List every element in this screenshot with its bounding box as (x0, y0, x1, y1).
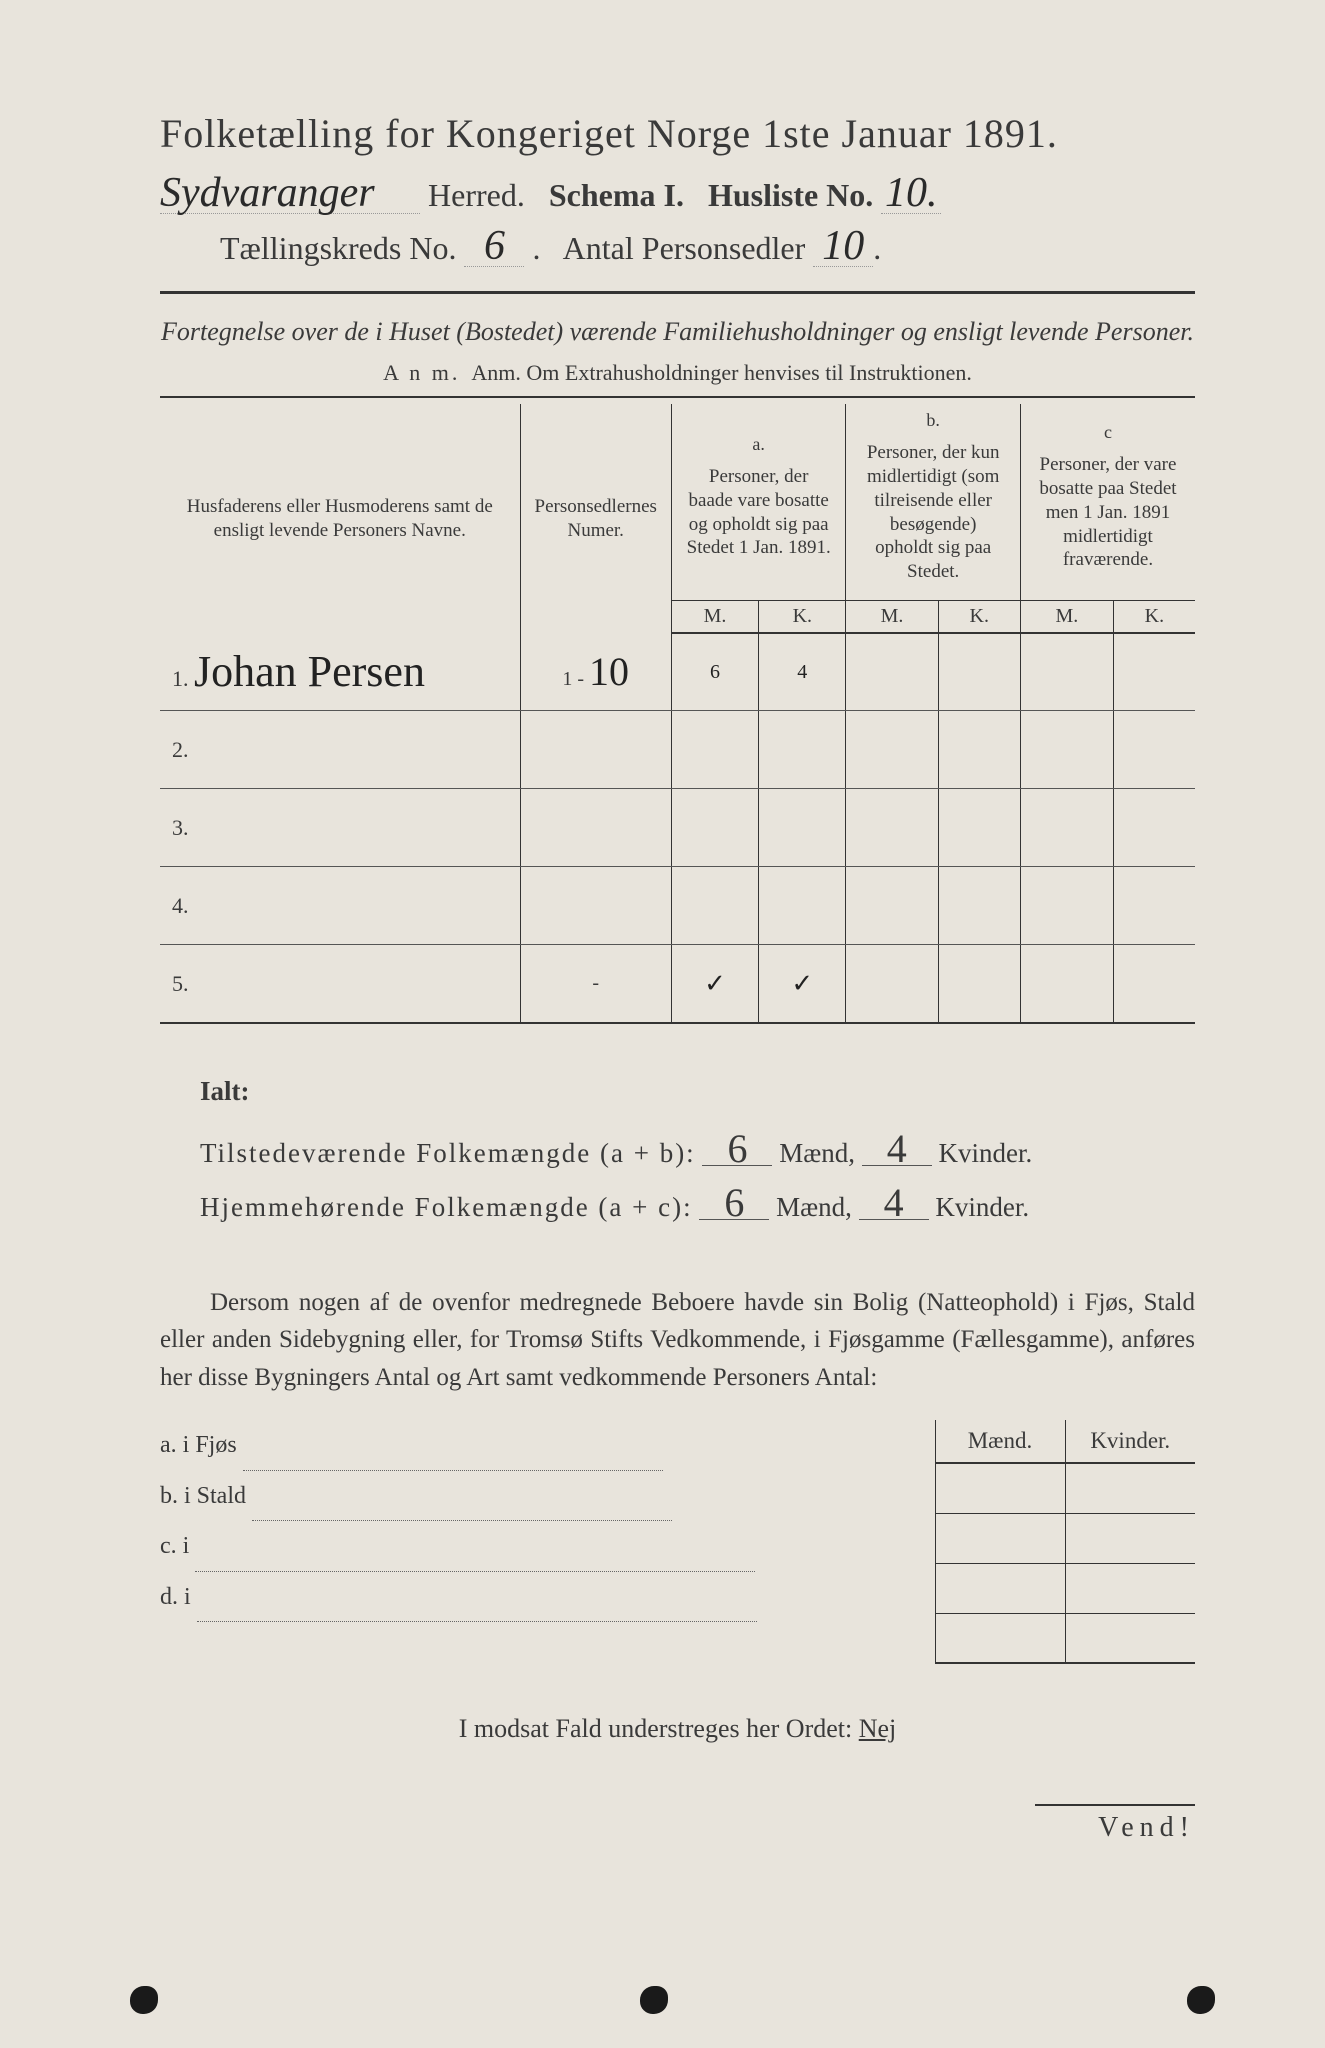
herred-label: Herred. (428, 177, 525, 213)
person-name: Johan Persen (194, 647, 425, 696)
hjemme-line: Hjemmehørende Folkemængde (a + c): 6 Mæn… (200, 1180, 1195, 1234)
cell-bm (846, 633, 938, 711)
cell-am: ✓ (671, 945, 758, 1023)
mk-header: M. (846, 600, 938, 633)
tilstede-line: Tilstedeværende Folkemængde (a + b): 6 M… (200, 1126, 1195, 1180)
modsat-line: I modsat Fald understreges her Ordet: Ne… (160, 1714, 1195, 1744)
mk-header: K. (759, 600, 846, 633)
punch-hole (640, 1986, 668, 2014)
divider (160, 396, 1195, 398)
outbuilding-mk-table: Mænd. Kvinder. (935, 1420, 1196, 1664)
table-row: 5. - ✓ ✓ (160, 945, 1195, 1023)
schema-label: Schema I. (549, 177, 684, 213)
row-number: 1. (172, 666, 189, 691)
herred-value: Sydvaranger (160, 175, 420, 214)
mk-header: M. (1020, 600, 1113, 633)
table-row: 3. (160, 789, 1195, 867)
col-names-header: Husfaderens eller Husmoderens samt de en… (160, 404, 520, 633)
cell-ak: ✓ (759, 945, 846, 1023)
table-row: 4. (160, 867, 1195, 945)
punch-hole (1187, 1986, 1215, 2014)
anm-text: Anm. Om Extrahusholdninger henvises til … (471, 360, 971, 385)
kreds-value: 6 (464, 228, 524, 267)
header-line-2: Sydvaranger Herred. Schema I. Husliste N… (160, 175, 1195, 214)
census-form-page: Folketælling for Kongeriget Norge 1ste J… (60, 50, 1265, 1998)
row-number: 5. (172, 971, 189, 996)
tilstede-maend: 6 (702, 1133, 772, 1166)
antal-value: 10 (813, 228, 873, 267)
mk-kvinder-header: Kvinder. (1065, 1420, 1195, 1463)
col-b-header: b. Personer, der kun midlertidigt (som t… (846, 404, 1021, 600)
sedler-cell: - (520, 945, 671, 1023)
header-line-3: Tællingskreds No. 6 . Antal Personsedler… (160, 228, 1195, 267)
hjemme-maend: 6 (699, 1187, 769, 1220)
col-a-header: a. Personer, der baade vare bosatte og o… (671, 404, 846, 600)
nej-word: Nej (859, 1714, 897, 1743)
table-row: 2. (160, 711, 1195, 789)
cell-cm (1020, 633, 1113, 711)
husliste-label: Husliste No. (708, 177, 873, 213)
outbuilding-block: a. i Fjøs b. i Stald c. i d. i Mænd. Kvi… (160, 1420, 1195, 1664)
husliste-value: 10. (881, 175, 941, 214)
household-table: Husfaderens eller Husmoderens samt de en… (160, 404, 1195, 1024)
vend-label: Vend! (1035, 1804, 1195, 1844)
kreds-label: Tællingskreds No. (220, 230, 456, 266)
outbuilding-lines: a. i Fjøs b. i Stald c. i d. i (160, 1420, 935, 1622)
punch-hole (130, 1986, 158, 2014)
row-number: 3. (172, 815, 189, 840)
ialt-label: Ialt: (200, 1064, 1195, 1118)
sedler-cell: 1 - 10 (520, 633, 671, 711)
row-number: 4. (172, 893, 189, 918)
anm-note: A n m. Anm. Om Extrahusholdninger henvis… (160, 360, 1195, 386)
main-title: Folketælling for Kongeriget Norge 1ste J… (160, 110, 1195, 157)
cell-bk (938, 633, 1020, 711)
cell-am: 6 (671, 633, 758, 711)
mk-header: M. (671, 600, 758, 633)
outbuilding-paragraph: Dersom nogen af de ovenfor medregnede Be… (160, 1284, 1195, 1397)
totals-block: Ialt: Tilstedeværende Folkemængde (a + b… (160, 1064, 1195, 1234)
antal-label: Antal Personsedler (563, 230, 806, 266)
table-row: 1. Johan Persen 1 - 10 6 4 (160, 633, 1195, 711)
mk-header: K. (938, 600, 1020, 633)
col-c-header: c Personer, der vare bosatte paa Stedet … (1020, 404, 1195, 600)
cell-ck (1113, 633, 1195, 711)
col-sedler-header: Personsedlernes Numer. (520, 404, 671, 633)
mk-maend-header: Mænd. (935, 1420, 1065, 1463)
subtitle: Fortegnelse over de i Huset (Bostedet) v… (160, 314, 1195, 350)
hjemme-kvinder: 4 (859, 1187, 929, 1220)
tilstede-kvinder: 4 (862, 1133, 932, 1166)
cell-ak: 4 (759, 633, 846, 711)
divider (160, 291, 1195, 294)
mk-header: K. (1113, 600, 1195, 633)
row-number: 2. (172, 737, 189, 762)
